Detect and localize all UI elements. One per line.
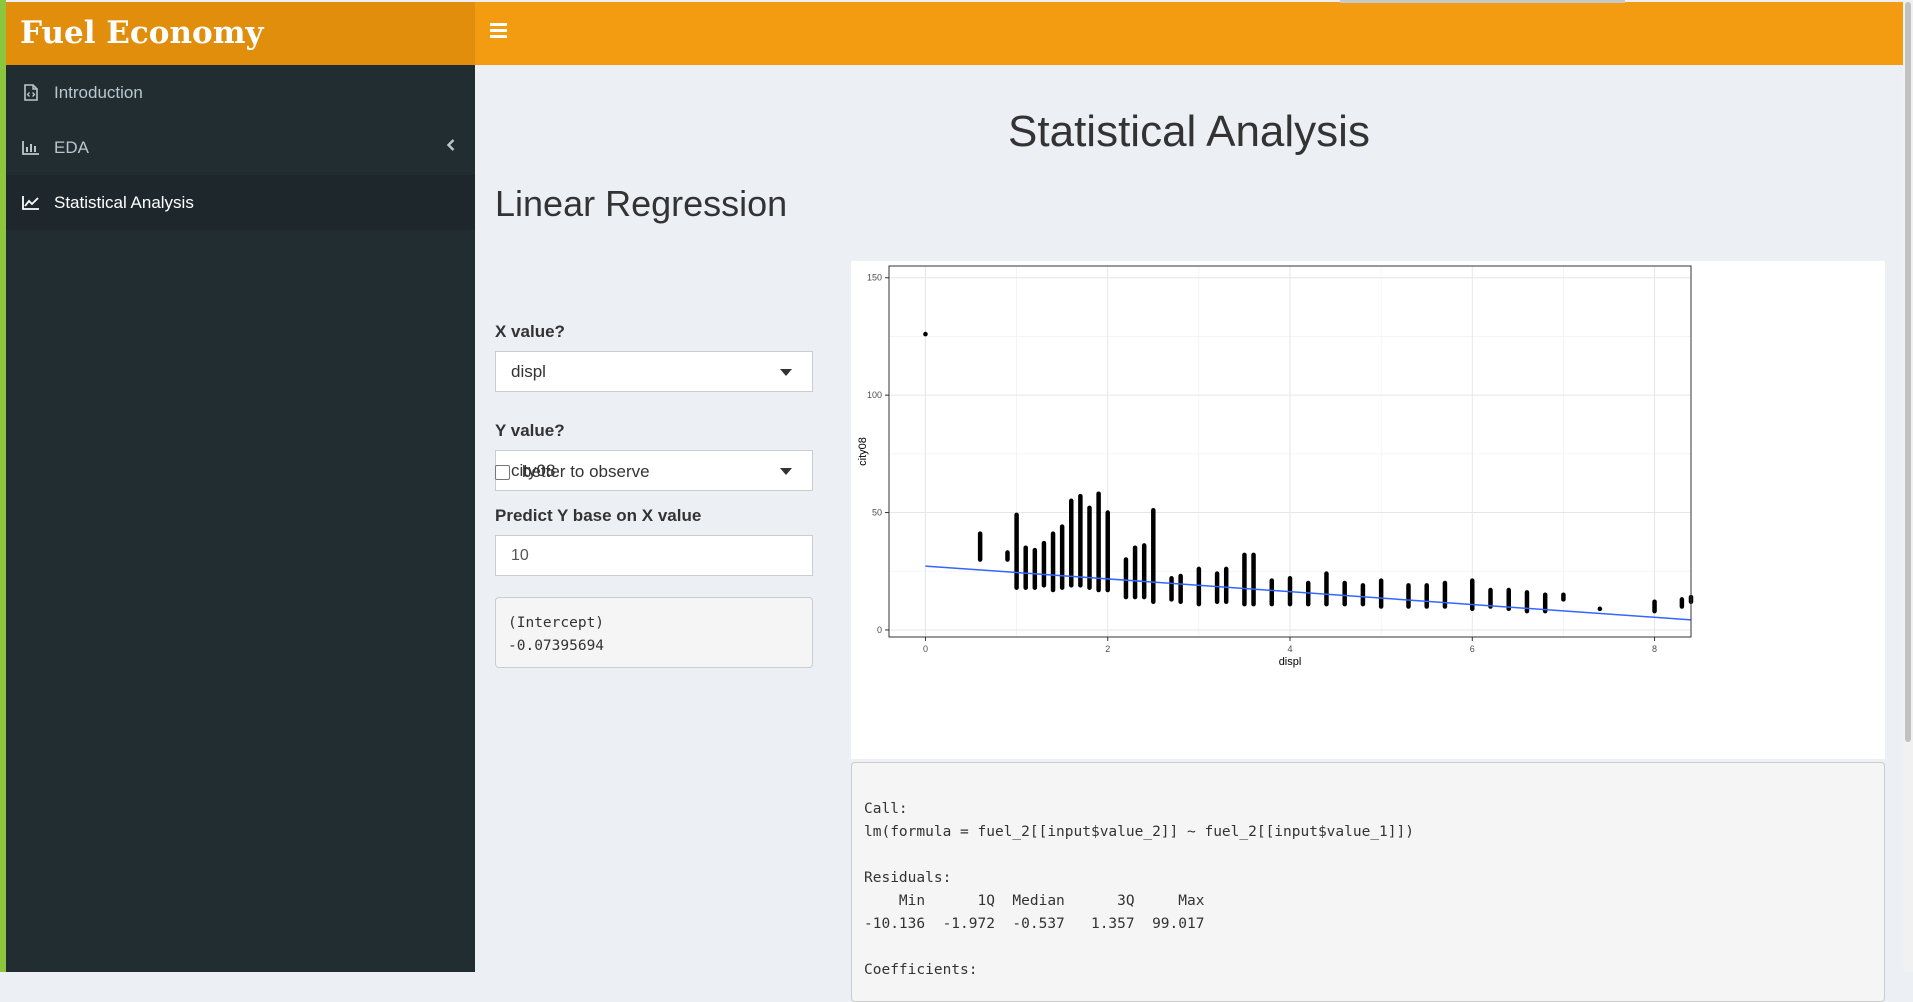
y-value-select[interactable]: city08 <box>495 450 813 491</box>
x-axis-title: displ <box>1279 656 1302 668</box>
x-tick-label: 8 <box>1652 644 1657 654</box>
chevron-left-icon[interactable] <box>446 138 455 156</box>
sidebar: Introduction EDA Statistical Analysis <box>6 65 475 972</box>
checkbox-label: better to observe <box>522 462 650 481</box>
app-title: Fuel Economy <box>6 2 475 65</box>
y-axis-title: city08 <box>857 437 869 466</box>
file-code-icon <box>22 84 40 102</box>
predict-x-input[interactable]: 10 <box>495 535 813 576</box>
regression-line <box>925 565 1692 621</box>
left-accent-bar <box>0 0 6 972</box>
menu-toggle-icon[interactable] <box>490 20 514 44</box>
page-scrollbar-thumb[interactable] <box>1905 2 1911 742</box>
y-tick-label: 50 <box>872 508 882 518</box>
x-tick-label: 4 <box>1287 644 1292 654</box>
model-summary-output: Call: lm(formula = fuel_2[[input$value_2… <box>851 762 1885 1002</box>
data-point <box>1597 606 1603 612</box>
better-to-observe-row[interactable]: better to observe <box>495 462 650 482</box>
section-title: Linear Regression <box>495 183 788 224</box>
data-point <box>923 331 928 337</box>
x-value-select[interactable]: displ <box>495 351 813 392</box>
dropdown-shadow <box>1340 0 1625 3</box>
x-tick-label: 0 <box>923 644 928 654</box>
sidebar-item-label: EDA <box>54 137 89 157</box>
main-content: Statistical Analysis Linear Regression X… <box>475 65 1903 1002</box>
caret-down-icon <box>780 468 792 475</box>
x-value-label: X value? <box>495 322 565 341</box>
better-to-observe-checkbox[interactable] <box>495 464 510 480</box>
sidebar-item-label: Introduction <box>54 82 143 102</box>
predict-label: Predict Y base on X value <box>495 506 702 525</box>
page-title: Statistical Analysis <box>1008 107 1370 156</box>
x-value-selected: displ <box>511 362 546 381</box>
bar-chart-icon <box>22 139 40 157</box>
sidebar-item-label: Statistical Analysis <box>54 192 194 212</box>
plot-panel-border <box>888 265 1692 638</box>
sidebar-item-eda[interactable]: EDA <box>6 120 475 175</box>
scatter-chart: 0 2 4 6 8 0 50 100 150 displ city08 <box>857 265 1694 668</box>
sidebar-item-statistical-analysis[interactable]: Statistical Analysis <box>6 175 475 230</box>
x-tick-label: 6 <box>1470 644 1475 654</box>
y-value-label: Y value? <box>495 421 565 440</box>
regression-plot: 0 2 4 6 8 0 50 100 150 displ city08 <box>851 261 1885 759</box>
y-tick-label: 100 <box>867 390 882 400</box>
header-bar: Fuel Economy <box>6 2 1903 65</box>
x-tick-label: 2 <box>1105 644 1110 654</box>
line-chart-icon <box>22 194 40 212</box>
y-tick-label: 150 <box>867 273 882 283</box>
y-value-selected: city08 <box>511 461 556 480</box>
y-tick-label: 0 <box>877 625 882 635</box>
caret-down-icon <box>780 369 792 376</box>
prediction-output: (Intercept) -0.07395694 <box>495 597 813 668</box>
sidebar-item-introduction[interactable]: Introduction <box>6 65 475 120</box>
